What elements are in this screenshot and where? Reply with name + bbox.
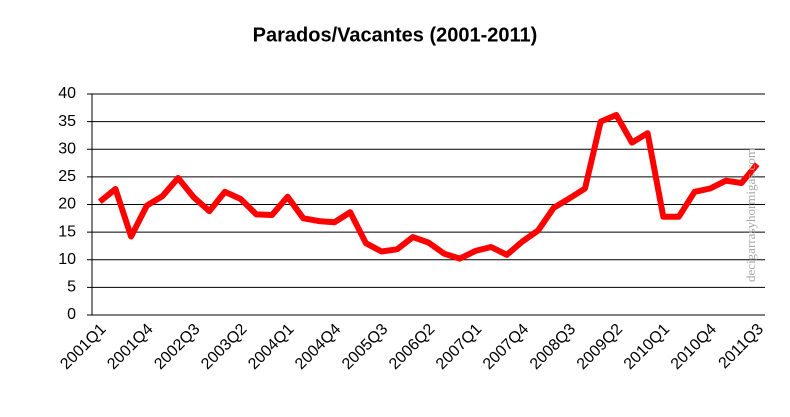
x-tick-label: 2006Q2 bbox=[386, 321, 438, 373]
y-tick-label: 40 bbox=[58, 85, 76, 102]
x-tick-label: 2003Q2 bbox=[198, 321, 250, 373]
y-tick-label: 15 bbox=[58, 223, 76, 240]
x-tick-label: 2011Q3 bbox=[716, 321, 768, 373]
x-tick-label: 2001Q1 bbox=[57, 321, 109, 373]
y-tick-label: 5 bbox=[67, 279, 76, 296]
x-tick-label: 2010Q1 bbox=[621, 321, 673, 373]
y-tick-label: 20 bbox=[58, 196, 76, 213]
y-tick-label: 35 bbox=[58, 113, 76, 130]
x-tick-label: 2010Q4 bbox=[668, 321, 720, 373]
x-tick-label: 2007Q1 bbox=[433, 321, 485, 373]
x-tick-label: 2007Q4 bbox=[480, 321, 532, 373]
data-line bbox=[97, 112, 760, 262]
x-tick-label: 2004Q1 bbox=[245, 321, 297, 373]
chart-title: Parados/Vacantes (2001-2011) bbox=[253, 24, 538, 46]
y-tick-label: 0 bbox=[67, 306, 76, 323]
y-tick-label: 25 bbox=[58, 168, 76, 185]
watermark: decigarrasyhormigas.com bbox=[743, 148, 758, 282]
x-tick-label: 2002Q3 bbox=[151, 321, 203, 373]
x-tick-label: 2001Q4 bbox=[104, 321, 156, 373]
x-tick-label: 2005Q3 bbox=[339, 321, 391, 373]
y-tick-label: 30 bbox=[58, 140, 76, 157]
y-tick-label: 10 bbox=[58, 251, 76, 268]
x-tick-label: 2008Q3 bbox=[527, 321, 579, 373]
x-tick-label: 2009Q2 bbox=[574, 321, 626, 373]
x-tick-label: 2004Q4 bbox=[292, 321, 344, 373]
